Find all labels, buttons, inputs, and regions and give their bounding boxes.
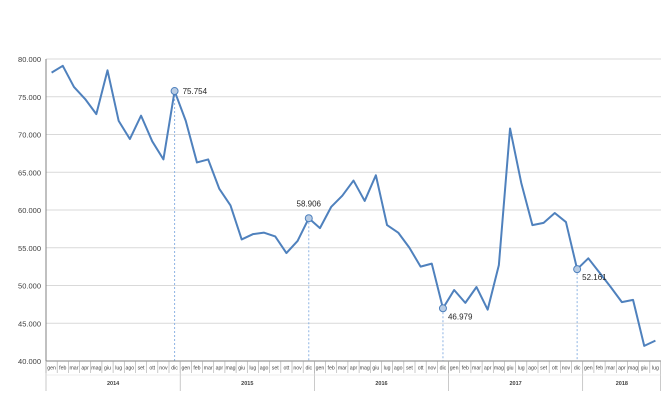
x-tick-label: ago (260, 366, 269, 372)
x-tick-label: ago (394, 366, 403, 372)
data-label: 46.979 (448, 312, 473, 321)
x-tick-label: ott (552, 366, 558, 372)
x-tick-label: dic (171, 366, 178, 372)
x-tick-label: mag (494, 366, 504, 372)
x-tick-label: mag (628, 366, 638, 372)
x-tick-label: lug (249, 366, 256, 372)
x-tick-label: mar (338, 366, 347, 372)
x-tick-label: gen (450, 366, 459, 372)
x-tick-label: dic (574, 366, 581, 372)
y-tick-label: 55.000 (18, 244, 41, 253)
x-tick-label: giu (372, 366, 379, 372)
x-tick-label: gen (181, 366, 190, 372)
x-tick-label: ago (126, 366, 135, 372)
x-tick-label: nov (562, 366, 571, 372)
x-tick-label: mar (606, 366, 615, 372)
x-tick-label: set (540, 366, 547, 372)
data-marker (304, 214, 313, 223)
year-label: 2015 (241, 381, 253, 387)
x-tick-label: gen (584, 366, 593, 372)
x-tick-label: apr (216, 366, 224, 372)
x-tick-label: apr (484, 366, 492, 372)
x-tick-label: feb (328, 366, 335, 372)
x-tick-label: lug (384, 366, 391, 372)
year-label: 2016 (375, 381, 387, 387)
y-tick-label: 40.000 (18, 357, 41, 366)
data-marker (438, 304, 447, 313)
plot-area: 75.754 58.906 46.979 52.161 (51, 64, 656, 347)
x-tick-label: gen (316, 366, 325, 372)
x-tick-label: giu (104, 366, 111, 372)
data-label: 52.161 (582, 273, 607, 282)
y-tick-label: 45.000 (18, 319, 41, 328)
x-tick-label: giu (507, 366, 514, 372)
x-tick-label: set (138, 366, 145, 372)
x-tick-label: lug (518, 366, 525, 372)
drop-lines (174, 91, 578, 361)
x-tick-label: dic (440, 366, 447, 372)
x-tick-label: mag (360, 366, 370, 372)
data-label: 58.906 (297, 199, 322, 208)
y-tick-label: 60.000 (18, 206, 41, 215)
x-tick-label: feb (596, 366, 603, 372)
data-label: 75.754 (183, 87, 208, 96)
x-tick-label: mag (91, 366, 101, 372)
x-tick-label: gen (47, 366, 56, 372)
x-axis: gen feb mar apr mag giu lug ago set ott nov dic gen f… (45, 360, 661, 391)
data-marker (170, 87, 179, 96)
y-tick-label: 75.000 (18, 93, 41, 102)
year-label: 2017 (510, 381, 522, 387)
x-tick-label: giu (641, 366, 648, 372)
year-label: 2018 (616, 381, 628, 387)
x-tick-label: ott (284, 366, 290, 372)
x-tick-label: mar (69, 366, 78, 372)
x-tick-label: lug (115, 366, 122, 372)
data-marker (573, 265, 582, 274)
gridlines (46, 58, 661, 324)
series-line (51, 64, 656, 347)
x-tick-label: nov (159, 366, 168, 372)
x-tick-label: dic (305, 366, 312, 372)
x-tick-label: mar (204, 366, 213, 372)
x-tick-label: feb (193, 366, 200, 372)
x-tick-label: ott (149, 366, 155, 372)
x-tick-label: ago (528, 366, 537, 372)
year-label: 2014 (107, 381, 120, 387)
y-tick-label: 70.000 (18, 131, 41, 140)
x-tick-label: mag (225, 366, 235, 372)
x-tick-label: giu (238, 366, 245, 372)
x-tick-label: feb (59, 366, 66, 372)
y-tick-label: 65.000 (18, 168, 41, 177)
y-tick-label: 50.000 (18, 282, 41, 291)
x-tick-label: feb (462, 366, 469, 372)
y-tick-label: 80.000 (18, 55, 41, 64)
y-axis: 40.000 45.000 50.000 55.000 60.000 65.000 70.0… (18, 55, 47, 366)
x-tick-label: apr (350, 366, 358, 372)
x-tick-label: apr (81, 366, 89, 372)
x-tick-label: lug (652, 366, 659, 372)
x-tick-label: set (406, 366, 413, 372)
x-tick-label: ott (418, 366, 424, 372)
x-tick-label: mar (472, 366, 481, 372)
x-tick-label: nov (428, 366, 437, 372)
x-tick-label: apr (618, 366, 626, 372)
x-tick-label: set (272, 366, 279, 372)
x-tick-label: nov (293, 366, 302, 372)
